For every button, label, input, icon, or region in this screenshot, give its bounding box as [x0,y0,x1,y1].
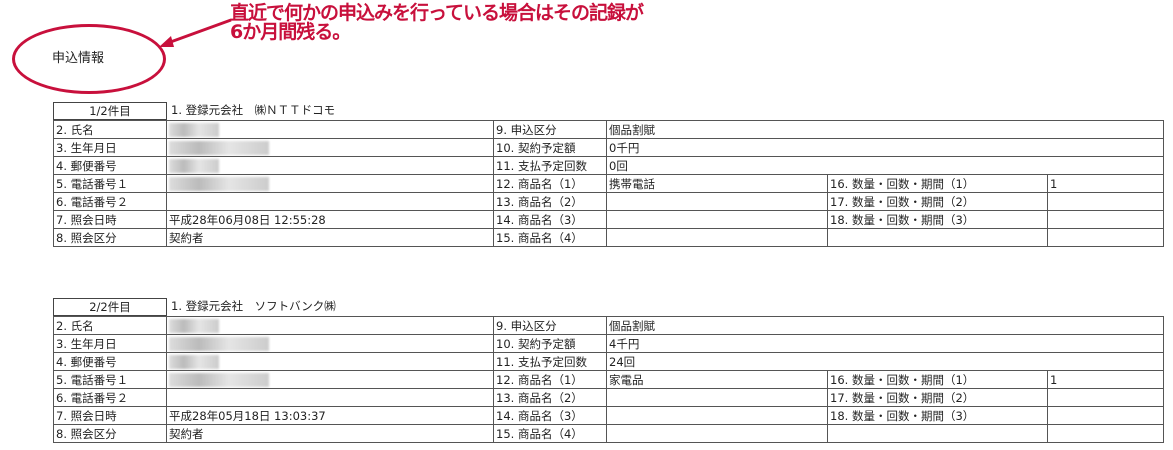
cell: 平成28年06月08日 12:55:28 [166,210,494,229]
cell: 平成28年05月18日 13:03:37 [166,406,494,425]
company: 1. 登録元会社 ソフトバンク㈱ [171,299,336,313]
record-count: 2/2件目 [53,298,167,316]
cell: 2. 氏名 [53,316,167,335]
cell [606,228,828,247]
cell: 7. 照会日時 [53,210,167,229]
cell: 5. 電話番号１ [53,370,167,389]
cell: 携帯電話 [606,174,828,193]
redacted-value [169,123,219,137]
cell: 契約者 [166,228,494,247]
cell [606,388,828,407]
annotation-line2: 6か月間残る。 [230,21,351,43]
cell: 18. 数量・回数・期間（3） [827,406,1048,425]
record-table: 2. 氏名 9. 申込区分 個品割賦 3. 生年月日 10. 契約予定額 0千円 4. … [53,120,1164,247]
cell [606,210,828,229]
redacted-value [169,177,269,191]
record-1: 1/2件目 1. 登録元会社 ㈱ＮＴＴドコモ 2. 氏名 9. 申込区分 個品割賦 3… [53,102,1164,247]
cell: 0回 [606,156,1164,175]
cell [1047,388,1164,407]
cell: 2. 氏名 [53,120,167,139]
cell: 7. 照会日時 [53,406,167,425]
cell [606,424,828,443]
cell: 16. 数量・回数・期間（1） [827,174,1048,193]
section-title: 申込情報 [52,51,105,66]
cell [1047,210,1164,229]
company: 1. 登録元会社 ㈱ＮＴＴドコモ [171,103,336,117]
redacted-value [169,337,269,351]
highlight-ellipse [12,24,166,94]
cell: 3. 生年月日 [53,334,167,353]
cell: 5. 電話番号１ [53,174,167,193]
cell: 3. 生年月日 [53,138,167,157]
cell [166,388,494,407]
cell: 契約者 [166,424,494,443]
cell: 9. 申込区分 [493,316,607,335]
redacted-cell [166,120,494,139]
redacted-cell [166,156,494,175]
record-table: 2. 氏名 9. 申込区分 個品割賦 3. 生年月日 10. 契約予定額 4千円 4. … [53,316,1164,443]
redacted-value [169,319,219,333]
cell: 1 [1047,174,1164,193]
redacted-cell [166,316,494,335]
redacted-cell [166,370,494,389]
redacted-cell [166,352,494,371]
cell: 家電品 [606,370,828,389]
cell: 6. 電話番号２ [53,388,167,407]
cell [1047,228,1164,247]
cell: 15. 商品名（4） [493,424,607,443]
cell: 6. 電話番号２ [53,192,167,211]
cell: 9. 申込区分 [493,120,607,139]
cell [166,192,494,211]
cell: 10. 契約予定額 [493,138,607,157]
cell: 16. 数量・回数・期間（1） [827,370,1048,389]
cell: 14. 商品名（3） [493,210,607,229]
cell: 8. 照会区分 [53,228,167,247]
cell [606,406,828,425]
redacted-value [169,159,219,173]
cell: 1 [1047,370,1164,389]
cell: 13. 商品名（2） [493,388,607,407]
cell [1047,192,1164,211]
cell [827,424,1048,443]
redacted-cell [166,174,494,193]
cell: 8. 照会区分 [53,424,167,443]
record-count: 1/2件目 [53,102,167,120]
cell: 18. 数量・回数・期間（3） [827,210,1048,229]
cell: 11. 支払予定回数 [493,352,607,371]
cell: 0千円 [606,138,1164,157]
redacted-value [169,141,269,155]
cell: 個品割賦 [606,120,1164,139]
cell: 17. 数量・回数・期間（2） [827,388,1048,407]
redacted-cell [166,138,494,157]
cell [1047,424,1164,443]
annotation-line1: 直近で何かの申込みを行っている場合はその記録が [230,2,644,24]
cell: 個品割賦 [606,316,1164,335]
cell [1047,406,1164,425]
redacted-cell [166,334,494,353]
cell: 12. 商品名（1） [493,370,607,389]
cell: 12. 商品名（1） [493,174,607,193]
cell: 11. 支払予定回数 [493,156,607,175]
cell: 4. 郵便番号 [53,156,167,175]
cell: 10. 契約予定額 [493,334,607,353]
cell: 17. 数量・回数・期間（2） [827,192,1048,211]
cell: 13. 商品名（2） [493,192,607,211]
cell: 4. 郵便番号 [53,352,167,371]
cell: 14. 商品名（3） [493,406,607,425]
record-2: 2/2件目 1. 登録元会社 ソフトバンク㈱ 2. 氏名 9. 申込区分 個品割賦 3… [53,298,1164,443]
cell [606,192,828,211]
arrow-icon [159,18,232,47]
cell: 4千円 [606,334,1164,353]
redacted-value [169,373,269,387]
cell: 15. 商品名（4） [493,228,607,247]
cell: 24回 [606,352,1164,371]
redacted-value [169,355,219,369]
annotation-note: 直近で何かの申込みを行っている場合はその記録が 6か月間残る。 [230,2,644,43]
cell [827,228,1048,247]
